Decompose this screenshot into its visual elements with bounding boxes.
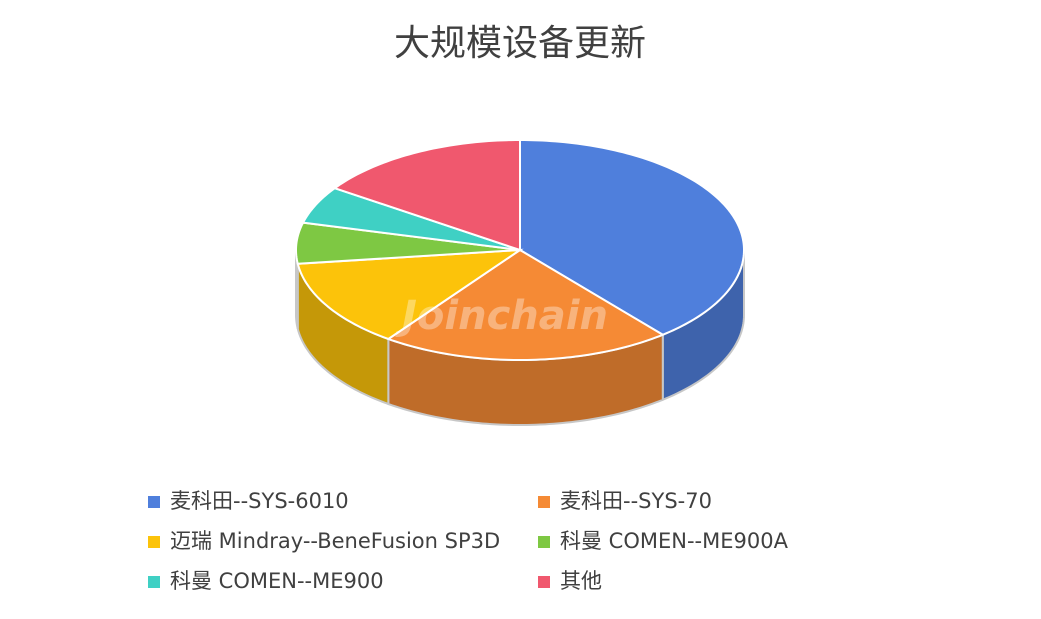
legend: 麦科田--SYS-6010 麦科田--SYS-70 迈瑞 Mindray--Bene… — [148, 489, 789, 593]
pie-tops — [295, 138, 745, 361]
slice — [332, 138, 521, 252]
legend-label: 麦科田--SYS-70 — [560, 489, 712, 513]
legend-swatch — [538, 496, 550, 508]
slice — [386, 248, 666, 361]
slice — [301, 187, 521, 251]
legend-swatch — [538, 536, 550, 548]
legend-swatch — [148, 536, 160, 548]
slice — [519, 138, 745, 336]
slice — [296, 248, 524, 341]
legend-label: 麦科田--SYS-6010 — [170, 489, 349, 513]
slice — [295, 221, 521, 265]
legend-label: 其他 — [560, 569, 602, 593]
legend-label: 科曼 COMEN--ME900 — [170, 569, 384, 593]
watermark: Joinchain — [395, 293, 608, 339]
legend-swatch — [148, 576, 160, 588]
legend-label: 迈瑞 Mindray--BeneFusion SP3D — [170, 529, 500, 553]
legend-swatch — [148, 496, 160, 508]
chart-title: 大规模设备更新 — [394, 23, 646, 64]
legend-label: 科曼 COMEN--ME900A — [560, 529, 789, 553]
legend-swatch — [538, 576, 550, 588]
